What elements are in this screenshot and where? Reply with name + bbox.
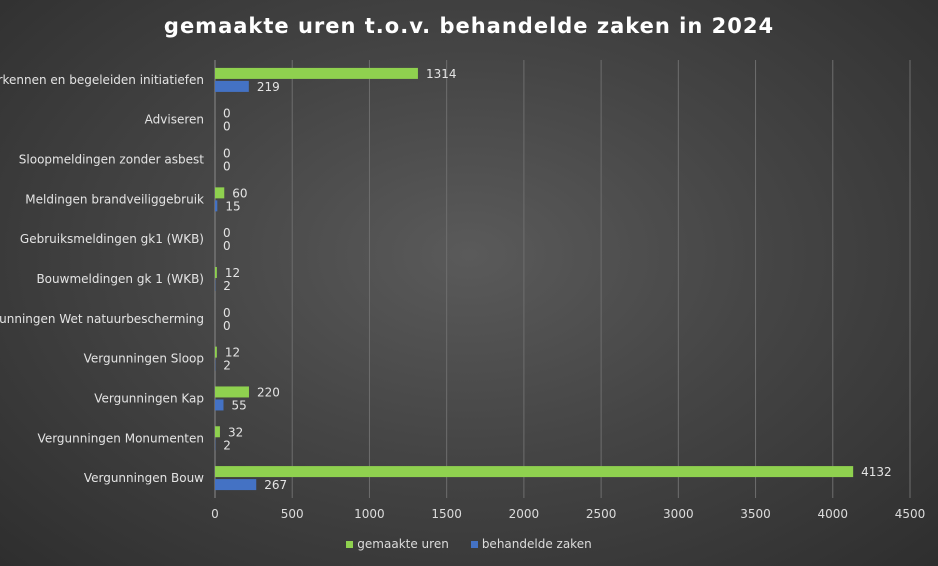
- x-tick-label: 4500: [895, 507, 926, 521]
- bar-hours: [215, 346, 217, 358]
- data-label-cases: 2: [223, 279, 231, 293]
- category-label: Sloopmeldingen zonder asbest: [19, 153, 204, 167]
- category-label: Vergunningen Bouw: [84, 471, 204, 485]
- bar-cases: [215, 399, 224, 411]
- data-label-hours: 0: [223, 306, 231, 320]
- category-label: Bouwmeldingen gk 1 (WKB): [36, 272, 204, 286]
- bar-cases: [215, 80, 249, 92]
- category-label: Adviseren: [145, 113, 204, 127]
- x-tick-label: 4000: [818, 507, 849, 521]
- chart-title: gemaakte uren t.o.v. behandelde zaken in…: [163, 14, 775, 38]
- legend-label-cases: behandelde zaken: [481, 537, 592, 551]
- x-tick-label: 2500: [586, 507, 617, 521]
- category-label: Vergunningen Monumenten: [38, 431, 204, 445]
- data-label-cases: 0: [223, 319, 231, 333]
- data-label-hours: 1314: [426, 67, 457, 81]
- category-label: Vergunningen Wet natuurbescherming: [0, 312, 204, 326]
- legend-swatch-hours: [346, 540, 354, 548]
- category-label: Meldingen brandveiliggebruik: [25, 192, 204, 206]
- x-tick-label: 3000: [663, 507, 694, 521]
- data-label-cases: 0: [223, 160, 231, 174]
- x-tick-label: 500: [281, 507, 304, 521]
- data-label-hours: 0: [223, 107, 231, 121]
- bar-cases: [215, 200, 218, 212]
- legend-item-cases: behandelde zaken: [470, 537, 592, 551]
- data-label-cases: 219: [257, 80, 280, 94]
- bar-hours: [215, 187, 225, 199]
- data-label-hours: 60: [232, 186, 247, 200]
- data-label-cases: 0: [223, 239, 231, 253]
- data-label-cases: 267: [264, 478, 287, 492]
- legend-item-hours: gemaakte uren: [346, 537, 449, 551]
- legend-label-hours: gemaakte uren: [357, 537, 449, 551]
- data-label-hours: 4132: [861, 465, 892, 479]
- data-label-cases: 55: [231, 398, 246, 412]
- bar-hours: [215, 67, 418, 79]
- x-tick-label: 1500: [431, 507, 462, 521]
- x-tick-label: 0: [211, 507, 219, 521]
- bar-hours: [215, 267, 217, 278]
- x-tick-label: 1000: [354, 507, 385, 521]
- bar-cases: [215, 479, 257, 491]
- bar-hours: [215, 426, 220, 438]
- legend: gemaakte uren behandelde zaken: [0, 537, 938, 551]
- x-tick-label: 2000: [509, 507, 540, 521]
- x-tick-label: 3500: [740, 507, 771, 521]
- category-label: Vergunningen Sloop: [84, 352, 204, 366]
- data-label-cases: 2: [223, 438, 231, 452]
- data-label-hours: 32: [228, 425, 243, 439]
- category-label: Gebruiksmeldingen gk1 (WKB): [20, 232, 204, 246]
- legend-swatch-cases: [470, 540, 478, 548]
- data-label-hours: 12: [225, 266, 240, 280]
- bar-hours: [215, 386, 249, 398]
- data-label-hours: 0: [223, 226, 231, 240]
- data-label-hours: 0: [223, 147, 231, 161]
- category-label: Verkennen en begeleiden initiatiefen: [0, 73, 204, 87]
- category-label: Vergunningen Kap: [94, 391, 204, 405]
- bar-hours: [215, 466, 854, 478]
- data-label-cases: 15: [225, 199, 240, 213]
- data-label-cases: 0: [223, 120, 231, 134]
- data-label-cases: 2: [223, 359, 231, 373]
- data-label-hours: 12: [225, 346, 240, 360]
- data-label-hours: 220: [257, 385, 280, 399]
